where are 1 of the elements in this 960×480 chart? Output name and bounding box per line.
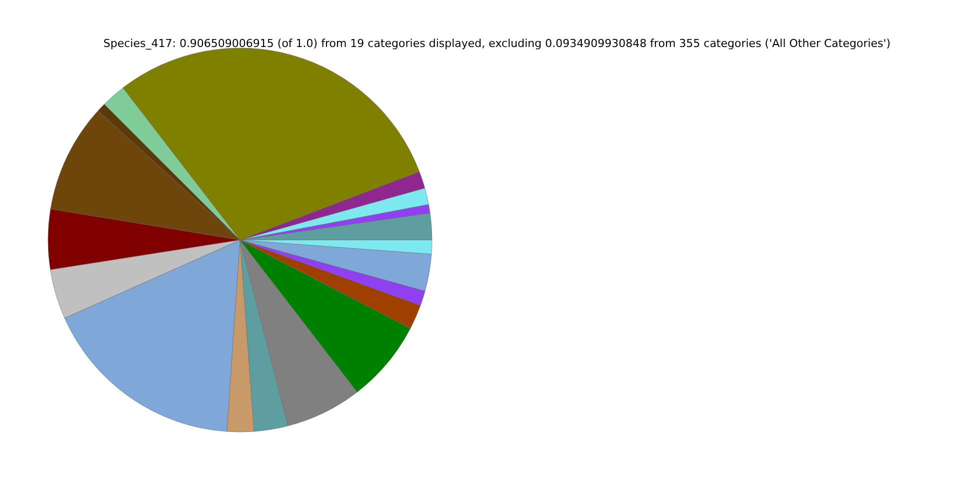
text: Species_417: 0.906509006915 (of 1.0) from 19 categories displayed, excluding 0.0934909930848 from 355 categories ('All Other Categories') bbox=[103, 37, 891, 50]
